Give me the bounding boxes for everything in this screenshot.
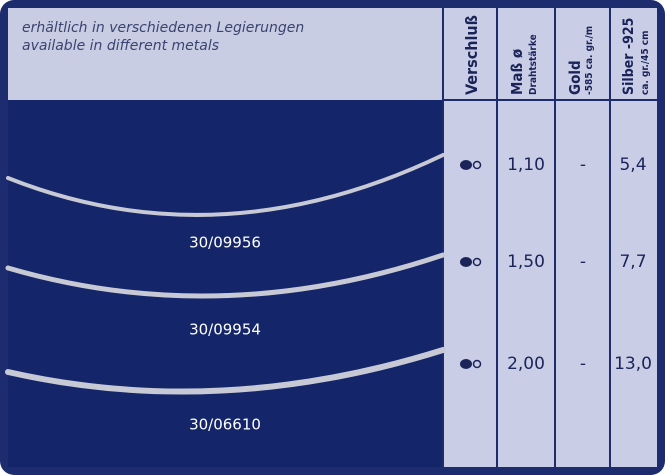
row: 30/09954 1,50 - 7,7 [189,252,646,339]
silver-weight: 5,4 [619,155,646,175]
gold-weight: - [580,252,586,272]
wire-size: 1,50 [507,252,545,272]
wire-size: 1,10 [507,155,545,175]
column-subheader: Drahtstärke [528,34,539,95]
silver-weight: 13,0 [614,354,652,374]
column-subheader: -585 ca. gr./m [584,26,595,95]
article-number: 30/06610 [189,416,261,434]
column-header: Gold [566,60,584,95]
article-number: 30/09956 [189,234,261,252]
column-header: Verschluß [462,15,481,95]
columns-panel [443,8,657,467]
column-header: Silber -925 [621,18,637,95]
header-panel [8,8,443,100]
wire-size: 2,00 [507,354,545,374]
gold-weight: - [580,155,586,175]
silver-weight: 7,7 [619,252,646,272]
row: 30/09956 1,10 - 5,4 [189,155,646,252]
clasp-icon [460,160,482,170]
gold-weight: - [580,354,586,374]
article-number: 30/09954 [189,321,261,339]
clasp-icon [460,257,482,267]
title-de: erhältlich in verschiedenen Legierungen [22,20,304,36]
title-en: available in different metals [22,38,219,54]
wires [5,153,446,395]
column-header: Maß ø [508,49,526,95]
column-subheader: ca. gr./45 cm [640,31,651,95]
column-lines [442,8,657,467]
clasp-icon [460,359,482,369]
row: 30/06610 2,00 - 13,0 [189,354,652,434]
